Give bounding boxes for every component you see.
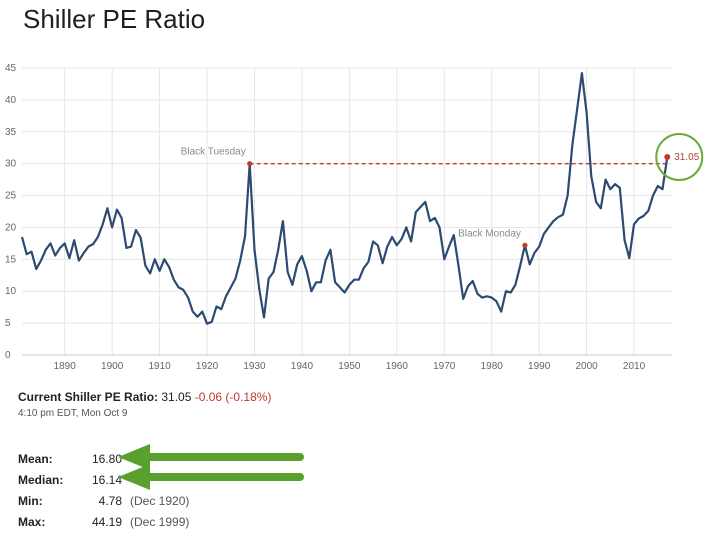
x-tick-label-1940: 1940 <box>291 361 314 372</box>
timestamp: 4:10 pm EDT, Mon Oct 9 <box>18 408 128 419</box>
stat-label-median: Median: <box>18 473 64 487</box>
current-value-highlight-circle <box>655 132 704 181</box>
x-tick-label-1990: 1990 <box>528 361 551 372</box>
current-value-point[interactable] <box>664 153 671 160</box>
annotations: Black Tuesday Black Monday <box>181 147 528 248</box>
x-tick-label-1970: 1970 <box>433 361 456 372</box>
x-tick-label-1950: 1950 <box>338 361 361 372</box>
x-tick-label-1910: 1910 <box>148 361 171 372</box>
annotation-point-0 <box>247 161 253 167</box>
annotation-label-0: Black Tuesday <box>181 147 246 158</box>
stat-label-min: Min: <box>18 494 43 508</box>
x-tick-label-1980: 1980 <box>481 361 504 372</box>
x-tick-label-1900: 1900 <box>101 361 124 372</box>
annotation-label-1: Black Monday <box>458 228 521 239</box>
y-tick-label-40: 40 <box>5 95 17 106</box>
arrow-head <box>118 444 150 470</box>
annotation-point-1 <box>522 242 528 248</box>
y-tick-label-5: 5 <box>5 318 11 329</box>
current-pe-value: 31.05 <box>161 390 192 404</box>
gridlines <box>22 67 672 356</box>
current-pe-change: -0.06 (-0.18%) <box>194 390 272 404</box>
stat-value-min: 4.78 <box>98 494 122 508</box>
x-tick-label-1960: 1960 <box>386 361 409 372</box>
y-tick-label-35: 35 <box>5 127 17 138</box>
y-tick-label-20: 20 <box>5 222 17 233</box>
x-tick-label-2000: 2000 <box>575 361 598 372</box>
x-tick-label-1890: 1890 <box>54 361 77 372</box>
current-pe-line: Current Shiller PE Ratio: 31.05 -0.06 (-… <box>18 390 271 404</box>
stat-value-median: 16.14 <box>91 473 122 487</box>
x-tick-label-1930: 1930 <box>243 361 266 372</box>
stat-value-mean: 16.80 <box>91 452 122 466</box>
x-axis-ticks: 1890 1900 1910 1920 1930 1940 1950 1960 1970 1980… <box>54 361 646 372</box>
current-pe-label: Current Shiller PE Ratio: <box>18 390 159 404</box>
y-tick-label-15: 15 <box>5 254 17 265</box>
x-tick-label-2010: 2010 <box>623 361 646 372</box>
y-tick-label-30: 30 <box>5 159 17 170</box>
x-tick-label-1920: 1920 <box>196 361 219 372</box>
y-tick-label-45: 45 <box>5 63 17 74</box>
y-tick-label-25: 25 <box>5 191 17 202</box>
mean-arrow-icon <box>118 444 304 470</box>
stat-date-min: (Dec 1920) <box>130 494 190 508</box>
chart-title: Shiller PE Ratio <box>23 4 206 34</box>
arrow-head <box>118 464 150 490</box>
y-tick-label-0: 0 <box>5 350 11 361</box>
current-value-label: 31.05 <box>674 152 699 163</box>
shiller-pe-line[interactable] <box>20 72 669 325</box>
y-tick-label-10: 10 <box>5 286 17 297</box>
median-arrow-icon <box>118 464 304 490</box>
y-axis-ticks: 0 5 10 15 20 25 30 35 40 45 <box>5 63 17 361</box>
stat-label-mean: Mean: <box>18 452 53 466</box>
